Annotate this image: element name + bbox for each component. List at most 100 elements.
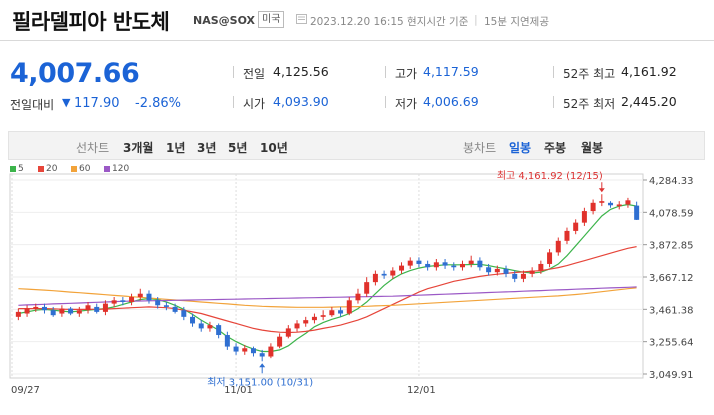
candle-body bbox=[573, 222, 579, 231]
tab-monthly[interactable]: 월봉 bbox=[581, 141, 604, 155]
open-value: 4,093.90 bbox=[273, 94, 329, 109]
candle-body bbox=[425, 263, 431, 268]
candle-body bbox=[503, 268, 509, 274]
candle-body bbox=[372, 273, 378, 283]
candle-body bbox=[129, 297, 135, 302]
candle-body bbox=[520, 273, 526, 279]
candle-body bbox=[512, 273, 518, 279]
candle-body bbox=[416, 260, 422, 264]
index-code: NAS@SOX bbox=[193, 14, 256, 27]
candle-body bbox=[94, 306, 100, 312]
x-tick-label: 12/01 bbox=[407, 385, 436, 396]
candle-body bbox=[320, 315, 326, 317]
market-badge: 미국 bbox=[258, 11, 285, 28]
candle-body bbox=[433, 262, 439, 268]
open-label: 시가 bbox=[243, 97, 266, 111]
candle-body bbox=[634, 205, 640, 220]
divider bbox=[553, 66, 554, 78]
candle-body bbox=[381, 273, 387, 276]
chart-tab-bar: 선차트 3개월 1년 3년 5년 10년 봉차트 일봉 주봉 월봉 bbox=[8, 131, 705, 160]
tab-1y[interactable]: 1년 bbox=[166, 141, 186, 155]
tab-5y[interactable]: 5년 bbox=[228, 141, 248, 155]
high-annotation: 최고 4,161.92 (12/15) bbox=[497, 170, 603, 182]
candle-body bbox=[608, 202, 614, 206]
candle-body bbox=[259, 353, 265, 357]
candle-body bbox=[407, 260, 413, 266]
candle-body bbox=[155, 300, 161, 306]
ma-line-5 bbox=[18, 203, 637, 353]
low-marker-arrow bbox=[259, 363, 266, 368]
divider: | bbox=[474, 13, 478, 26]
candle-body bbox=[198, 323, 204, 329]
title-bar: 필라델피아 반도체 NAS@SOX 미국 2023.12.20 16:15 현지… bbox=[0, 0, 714, 41]
candle-body bbox=[303, 320, 309, 324]
candle-body bbox=[146, 293, 152, 301]
change-value: 117.90 bbox=[74, 96, 120, 111]
candle-body bbox=[33, 306, 39, 309]
timestamp: 2023.12.20 16:15 현지시간 기준 bbox=[310, 16, 469, 28]
prev-close-value: 4,125.56 bbox=[273, 64, 329, 79]
legend-swatch-120 bbox=[104, 166, 110, 172]
candle-body bbox=[137, 293, 143, 298]
low-label: 저가 bbox=[395, 97, 418, 111]
x-tick-label: 11/01 bbox=[224, 385, 253, 396]
divider bbox=[385, 66, 386, 78]
candle-body bbox=[163, 305, 169, 307]
change-rate: -2.86% bbox=[135, 96, 181, 111]
candle-body bbox=[390, 270, 396, 276]
legend-label-120: 120 bbox=[112, 164, 130, 174]
candle-body bbox=[468, 260, 474, 264]
tab-3m[interactable]: 3개월 bbox=[123, 141, 154, 155]
candle-body bbox=[477, 260, 483, 268]
high52-value: 4,161.92 bbox=[621, 64, 677, 79]
candle-body bbox=[59, 308, 65, 314]
legend-label-20: 20 bbox=[46, 164, 58, 174]
y-tick-label: 3,049.91 bbox=[649, 370, 694, 381]
candle-body bbox=[76, 310, 82, 314]
tab-weekly[interactable]: 주봉 bbox=[544, 141, 567, 155]
candle-body bbox=[459, 263, 465, 268]
plot-frame bbox=[9, 173, 644, 379]
candle-body bbox=[529, 270, 535, 274]
x-tick-label: 09/27 bbox=[11, 385, 40, 396]
candle-body bbox=[599, 201, 605, 203]
index-title: 필라델피아 반도체 bbox=[12, 10, 170, 34]
candle-body bbox=[494, 268, 500, 273]
high52-label: 52주 최고 bbox=[563, 67, 616, 81]
candle-body bbox=[538, 263, 544, 271]
candle-body bbox=[616, 204, 622, 207]
high-label: 고가 bbox=[395, 67, 418, 81]
y-tick-label: 4,284.33 bbox=[649, 176, 694, 187]
tab-10y[interactable]: 10년 bbox=[260, 141, 288, 155]
y-tick-label: 4,078.59 bbox=[649, 208, 694, 219]
candle-body bbox=[207, 325, 213, 329]
candle-body bbox=[172, 306, 178, 312]
divider bbox=[233, 66, 234, 78]
legend-swatch-60 bbox=[71, 166, 77, 172]
candle-body bbox=[250, 348, 256, 354]
candle-body bbox=[555, 240, 561, 253]
candle-body bbox=[451, 265, 457, 268]
candle-body bbox=[24, 308, 30, 314]
tab-candle-chart[interactable]: 봉차트 bbox=[463, 141, 497, 155]
candle-body bbox=[486, 267, 492, 273]
tab-line-chart[interactable]: 선차트 bbox=[76, 141, 110, 155]
candle-body bbox=[294, 323, 300, 329]
candle-body bbox=[68, 308, 74, 314]
ma-line-20 bbox=[18, 246, 637, 334]
y-tick-label: 3,461.38 bbox=[649, 305, 694, 316]
low-annotation: 최저 3,151.00 (10/31) bbox=[207, 376, 313, 388]
tab-3y[interactable]: 3년 bbox=[197, 141, 217, 155]
candle-body bbox=[41, 306, 47, 311]
candle-body bbox=[355, 293, 361, 301]
legend-label-5: 5 bbox=[18, 164, 24, 174]
y-tick-label: 3,667.12 bbox=[649, 273, 694, 284]
ma-line-60 bbox=[18, 287, 637, 308]
candle-body bbox=[242, 348, 248, 352]
candle-body bbox=[364, 282, 370, 294]
candle-body bbox=[190, 316, 196, 324]
delay-note: 15분 지연제공 bbox=[484, 16, 549, 28]
tab-daily[interactable]: 일봉 bbox=[509, 141, 532, 155]
candle-body bbox=[277, 336, 283, 347]
